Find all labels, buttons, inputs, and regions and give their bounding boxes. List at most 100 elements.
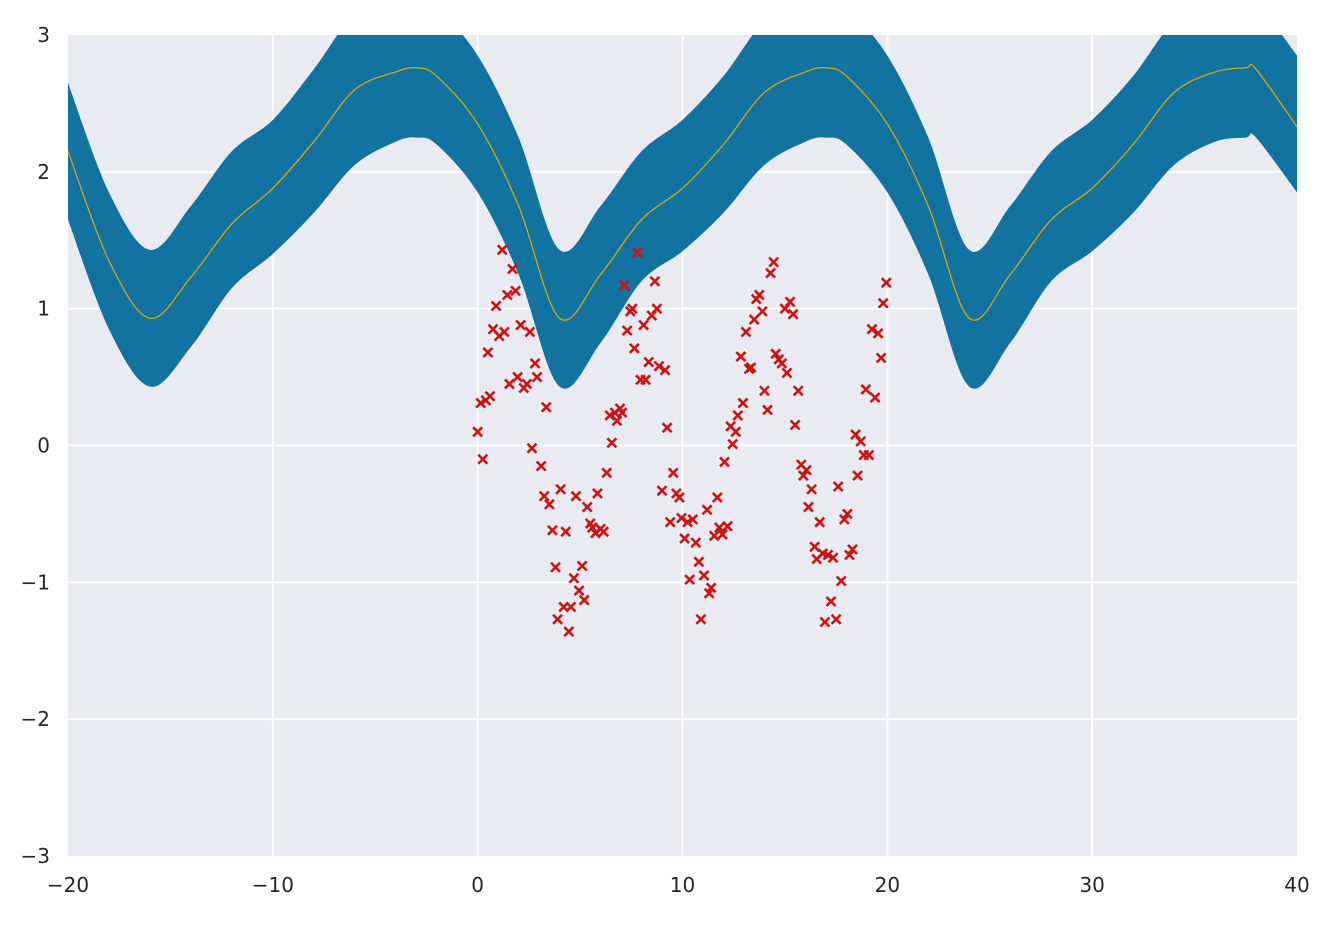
mean-line [68,63,1297,321]
scatter-point [866,323,878,335]
scatter-point [687,513,699,525]
scatter-point [507,263,518,275]
scatter-point [792,385,804,397]
scatter-point [626,303,638,315]
scatter-point [565,601,577,613]
scatter-point [800,464,812,476]
scatter-point [872,327,884,339]
scatter-point [730,426,742,438]
scatter-point [631,247,643,259]
scatter-point [538,490,550,502]
scatter-point [776,357,788,369]
scatter-point [601,467,613,479]
scatter-point [727,438,739,450]
scatter-point [512,371,524,383]
scatter-point [611,415,623,427]
x-tick-label: 0 [471,873,484,897]
x-tick-label: 40 [1284,873,1309,897]
scatter-point [695,613,707,625]
scatter-point [503,378,515,390]
scatter-point [768,256,780,268]
scatter-point [563,626,575,638]
scatter-point [735,351,747,362]
scatter-point [501,289,513,301]
scatter-point [756,305,768,317]
scatter-point [762,404,773,416]
scatter-point [540,401,552,413]
x-tick-label: −20 [47,873,89,897]
scatter-point [621,325,633,336]
confidence-band [68,35,1297,389]
scatter-point [546,524,558,536]
scatter-point [748,314,760,326]
scatter-point [490,300,502,312]
scatter-point [806,483,817,495]
scatter-point [770,348,782,360]
scatter-point [803,501,814,513]
y-tick-label: −3 [21,844,50,868]
scatter-point [592,487,603,499]
scatter-point [484,390,496,402]
scatter-point [616,407,628,419]
scatter-point [835,575,847,587]
scatter-point [653,360,665,372]
scatter-point [628,342,640,354]
scatter-point [701,504,713,516]
chart-marks [68,35,1297,389]
x-tick-label: 10 [670,873,695,897]
scatter-point [529,357,541,369]
scatter-point [667,467,679,479]
scatter-point [753,289,765,301]
scatter-point [797,470,809,482]
x-tick-label: 30 [1079,873,1104,897]
scatter-point [586,522,598,534]
scatter-point [822,549,834,561]
scatter-point [698,570,710,581]
scatter-point [713,522,725,534]
scatter-point [560,526,572,538]
scatter-point [855,435,867,447]
scatter-point [676,512,687,524]
scatter-point [740,326,752,338]
scatter-point [618,279,630,291]
scatter-point [717,529,728,540]
scatter-point [515,319,527,331]
scatter-point [684,574,696,586]
scatter-point [719,456,730,468]
scatter-point [852,470,864,482]
scatter-point [552,613,563,625]
scatter-point [838,513,850,525]
scatter-point [659,364,671,376]
scatter-point [482,347,494,358]
scatter-point [531,371,543,383]
y-tick-label: 3 [37,23,50,47]
scatter-point [827,552,839,564]
scatter-points [472,244,892,638]
scatter-point [708,530,720,542]
scatter-point [649,275,661,287]
scatter-point [781,367,793,379]
y-tick-label: 2 [37,160,50,184]
scatter-point [832,481,844,492]
scatter-point [526,442,538,454]
scatter-point [841,508,853,520]
scatter-point [877,297,889,309]
scatter-point [819,616,831,628]
scatter-point [693,556,705,568]
scatter-point [765,267,777,279]
scatter-point [784,296,796,308]
scatter-point [496,244,508,256]
scatter-point [679,533,690,544]
scatter-point [880,277,892,289]
y-axis-ticks: −3 −2 −1 0 1 2 3 [21,23,50,868]
scatter-point [524,326,536,338]
scatter-point [825,596,837,607]
scatter-point [555,483,567,495]
scatter-point [809,541,821,553]
scatter-point [543,498,555,510]
scatter-point [860,383,872,395]
scatter-point [661,422,673,434]
scatter-point [745,362,757,373]
scatter-point [640,374,652,386]
